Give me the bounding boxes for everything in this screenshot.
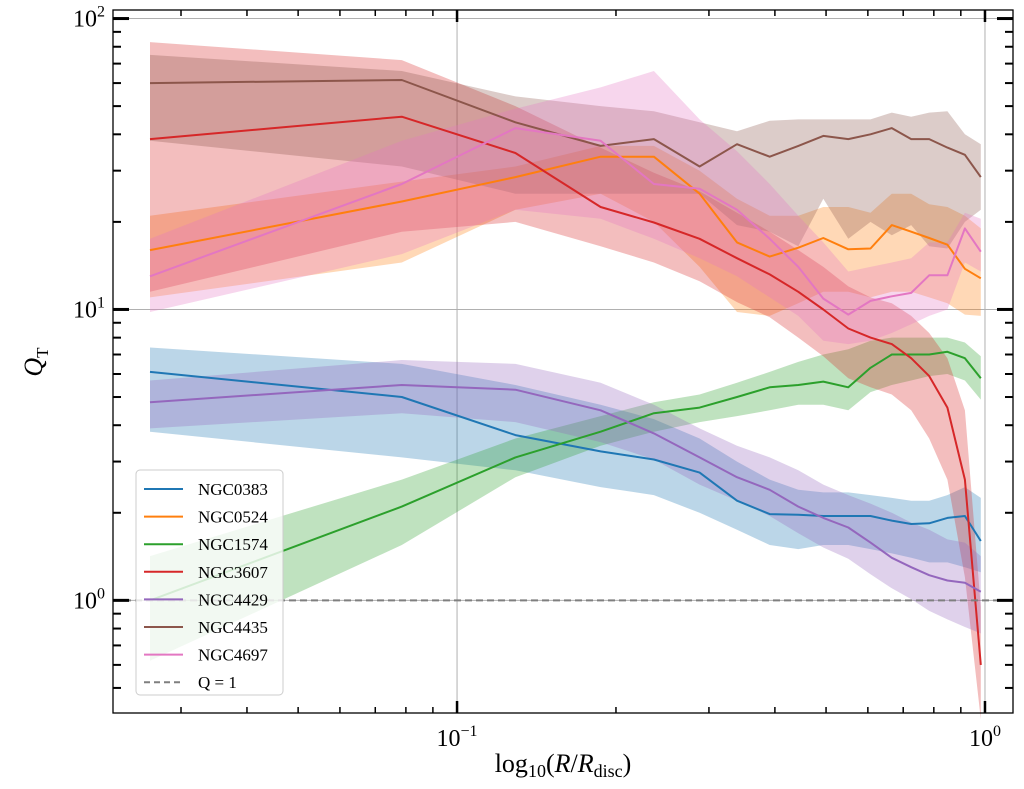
y-tick-label: 102 [73, 4, 105, 33]
x-axis-label: log10(R/Rdisc) [495, 749, 632, 781]
tick-labels: 10−1 100 100 101 102 [73, 4, 1001, 752]
series-lines [149, 79, 982, 665]
x-tick-label: 10−1 [437, 723, 478, 752]
y-axis-label: QT [19, 347, 52, 377]
legend-item: NGC4435 [144, 618, 268, 637]
legend-label: NGC4435 [198, 618, 268, 637]
series-line-ngc0524 [149, 155, 982, 280]
legend-label: NGC3607 [198, 563, 268, 582]
legend-label: NGC4697 [198, 646, 268, 665]
series-line-ngc3607 [149, 115, 982, 665]
y-tick-label: 101 [73, 294, 105, 323]
legend-item: NGC4697 [144, 646, 268, 665]
legend-label: NGC1574 [198, 535, 268, 554]
legend-frame [135, 469, 284, 696]
error-band-ngc4435 [150, 54, 981, 249]
legend-item: NGC3607 [144, 563, 268, 582]
series-line-ngc1574 [149, 350, 982, 602]
legend-item: Q = 1 [144, 673, 237, 692]
error-band-ngc0383 [150, 347, 981, 573]
legend-label: NGC4429 [198, 590, 268, 609]
error-band-ngc0524 [150, 145, 981, 316]
legend-item: NGC4429 [144, 590, 268, 609]
error-band-ngc1574 [150, 337, 981, 661]
series-line-ngc4435 [149, 79, 982, 178]
legend-label: Q = 1 [198, 673, 237, 692]
legend-item: NGC0383 [144, 480, 268, 499]
legend-item: NGC1574 [144, 535, 268, 554]
legend: NGC0383 NGC0524 NGC1574 NGC3607 NGC4429 NGC44… [135, 469, 284, 696]
legend-label: NGC0524 [198, 508, 268, 527]
legend-label: NGC0383 [198, 480, 268, 499]
error-band-ngc4429 [150, 360, 981, 634]
error-band-ngc3607 [150, 42, 981, 720]
x-tick-label: 100 [969, 723, 1001, 752]
series-line-ngc0383 [149, 370, 982, 542]
legend-item: NGC0524 [144, 508, 268, 527]
series-line-ngc4697 [149, 127, 982, 316]
y-tick-label: 100 [73, 585, 105, 614]
ticks [113, 10, 1013, 713]
series-line-ngc4429 [149, 384, 982, 593]
axes-frame [112, 9, 1014, 714]
